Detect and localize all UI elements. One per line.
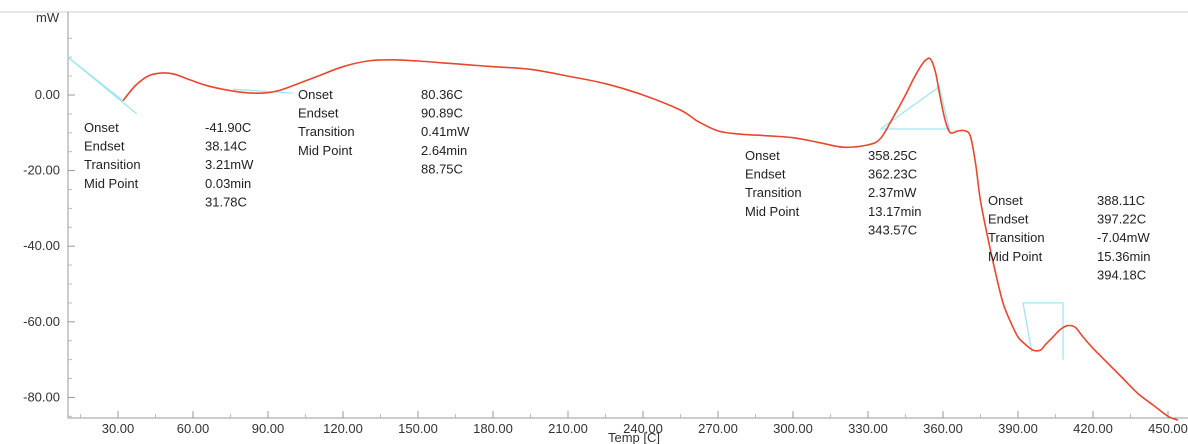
annotation-label: Onset [988,193,1023,208]
x-tick-label: 120.00 [323,421,363,436]
x-tick-label: 450.00 [1148,421,1188,436]
annotation-label: Mid Point [84,176,139,191]
y-ticks: 0.00 -20.00 -40.00 -60.00 -80.00 [23,37,75,417]
baseline-line [232,88,294,94]
y-axis-title: mW [36,10,60,25]
x-tick-label: 360.00 [923,421,963,436]
annotation-label: Transition [298,124,355,139]
annotation-value: -7.04mW [1097,230,1150,245]
annotation-value: 0.41mW [421,124,470,139]
annotation-label: Mid Point [298,143,353,158]
annotation-value: 88.75C [421,161,463,176]
annotation-label: Endset [84,139,125,154]
annotation-value: 388.11C [1097,193,1145,208]
x-tick-label: 60.00 [177,421,210,436]
annotation-label: Mid Point [988,249,1043,264]
x-tick-label: 420.00 [1073,421,1113,436]
annotation-label: Endset [988,212,1029,227]
series-group [122,57,1179,421]
annotation-value: 15.36min [1097,249,1150,264]
annotation-label: Endset [745,167,786,182]
annotation-label: Onset [84,120,119,135]
annotation-label: Transition [745,185,802,200]
y-tick-label: 0.00 [35,87,60,102]
x-tick-label: 30.00 [102,421,135,436]
x-tick-label: 390.00 [998,421,1038,436]
x-tick-label: 270.00 [698,421,738,436]
baseline-line [1023,302,1064,360]
annotation-label: Onset [745,148,780,163]
x-tick-label: 330.00 [848,421,888,436]
annotation-value: 2.37mW [868,185,917,200]
x-ticks: 30.00 60.00 90.00 120.00 150.00 180.00 210.00 2… [80,411,1188,436]
annotation-value: 2.64min [421,143,467,158]
y-tick-label: -60.00 [23,314,60,329]
dsc-curve [122,57,1179,421]
annotation-value: 3.21mW [205,157,254,172]
annotation-label: Transition [84,157,141,172]
y-tick-label: -40.00 [23,238,60,253]
annotation-value: 0.03min [205,176,251,191]
annotation-value: 13.17min [868,204,921,219]
baselines [67,56,1064,360]
annotation-value: 31.78C [205,194,247,209]
annotation-value: 80.36C [421,87,463,102]
annotation-value: 397.22C [1097,212,1146,227]
x-tick-label: 240.00 [623,421,663,436]
baseline-line [1022,302,1033,353]
annotation-value: 358.25C [868,148,917,163]
y-tick-label: -80.00 [23,389,60,404]
x-tick-label: 150.00 [398,421,438,436]
annotation-value: 394.18C [1097,267,1146,282]
annotation-value: 90.89C [421,106,463,121]
baseline-line [67,56,124,102]
annotation-value: 38.14C [205,139,247,154]
y-tick-label: -20.00 [23,163,60,178]
annotation-value: 362.23C [868,167,917,182]
x-tick-label: 300.00 [773,421,813,436]
annotation-label: Transition [988,230,1045,245]
annotation-value: 343.57C [868,222,917,237]
annotations: Onset Endset Transition Mid Point -41.90C 38.… [84,87,1150,282]
x-tick-label: 90.00 [252,421,285,436]
annotation-label: Onset [298,87,333,102]
baseline-line [880,85,950,130]
annotation-label: Endset [298,106,339,121]
x-tick-label: 210.00 [548,421,588,436]
axes [0,11,1188,419]
annotation-value: -41.90C [205,120,251,135]
annotation-label: Mid Point [745,204,800,219]
x-axis-title: Temp [C] [608,430,660,444]
x-tick-label: 180.00 [473,421,513,436]
